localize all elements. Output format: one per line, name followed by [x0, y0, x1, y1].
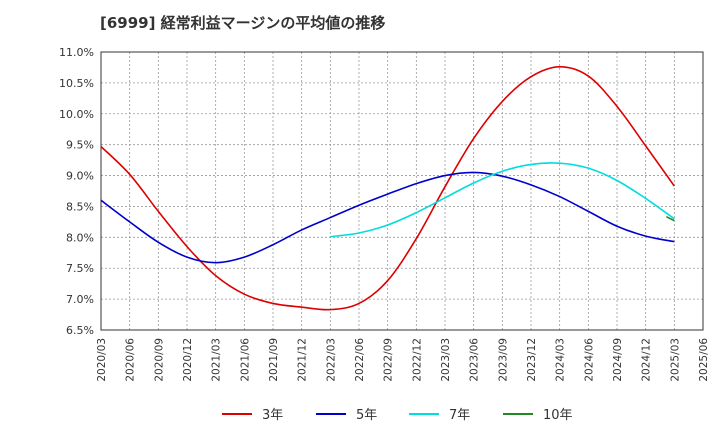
x-tick-label: 2022/06	[354, 338, 366, 382]
x-tick-label: 2023/06	[469, 338, 481, 382]
x-tick-label: 2023/09	[497, 338, 509, 382]
y-tick-label: 9.5%	[66, 139, 94, 152]
x-tick-label: 2024/09	[612, 338, 624, 382]
x-tick-label: 2025/03	[669, 338, 681, 382]
x-tick-label: 2022/03	[325, 338, 337, 382]
x-tick-label: 2020/06	[125, 338, 137, 382]
chart-title: [6999] 経常利益マージンの平均値の推移	[100, 14, 386, 32]
x-tick-label: 2021/12	[297, 338, 309, 382]
y-tick-label: 9.0%	[66, 170, 94, 183]
x-tick-label: 2024/06	[583, 338, 595, 382]
x-tick-label: 2024/03	[555, 338, 567, 382]
y-tick-label: 11.0%	[59, 46, 94, 59]
x-tick-label: 2020/09	[153, 338, 165, 382]
x-tick-label: 2022/09	[383, 338, 395, 382]
y-tick-label: 8.0%	[66, 231, 94, 244]
legend-label-1: 3年	[262, 408, 283, 423]
x-tick-label: 2023/12	[526, 338, 538, 382]
x-tick-label: 2020/12	[182, 338, 194, 382]
y-tick-label: 8.5%	[66, 200, 94, 213]
series-line-3	[330, 162, 675, 238]
legend-label-4: 10年	[543, 408, 573, 423]
x-tick-label: 2020/03	[96, 338, 108, 382]
series-line-1	[100, 66, 675, 311]
y-tick-label: 10.0%	[59, 108, 94, 121]
x-tick-label: 2021/03	[211, 338, 223, 382]
legend-label-2: 5年	[356, 408, 377, 423]
y-tick-label: 7.0%	[66, 293, 94, 306]
x-tick-label: 2022/12	[411, 338, 423, 382]
x-tick-label: 2023/03	[440, 338, 452, 382]
legend-label-3: 7年	[449, 408, 470, 423]
x-tick-label: 2025/06	[698, 338, 710, 382]
y-tick-label: 10.5%	[59, 77, 94, 90]
plot-border	[100, 51, 704, 331]
series-line-4	[665, 215, 675, 222]
y-tick-label: 6.5%	[66, 324, 94, 337]
x-tick-label: 2024/12	[641, 338, 653, 382]
y-tick-label: 7.5%	[66, 262, 94, 275]
x-tick-label: 2021/06	[239, 338, 251, 382]
plot-area	[101, 52, 703, 330]
series-line-2	[100, 171, 675, 264]
x-tick-label: 2021/09	[268, 338, 280, 382]
